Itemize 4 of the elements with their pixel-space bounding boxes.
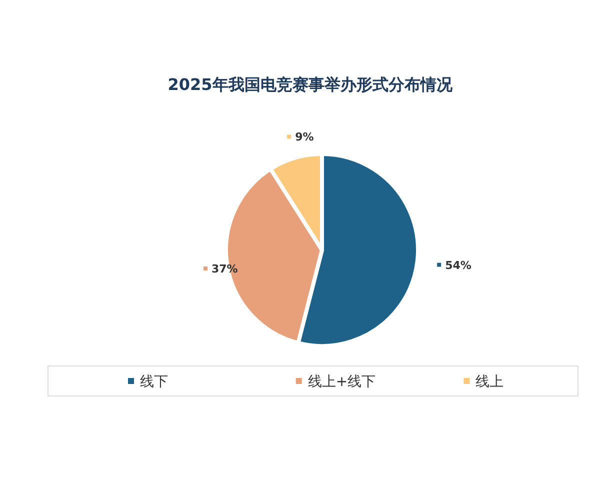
legend-label: 线下 xyxy=(140,374,168,390)
legend-label: 线上+线下 xyxy=(308,374,376,390)
legend-label: 线上 xyxy=(476,374,504,390)
title: 2025年我国电竞赛事举办形式分布情况 xyxy=(168,75,452,94)
